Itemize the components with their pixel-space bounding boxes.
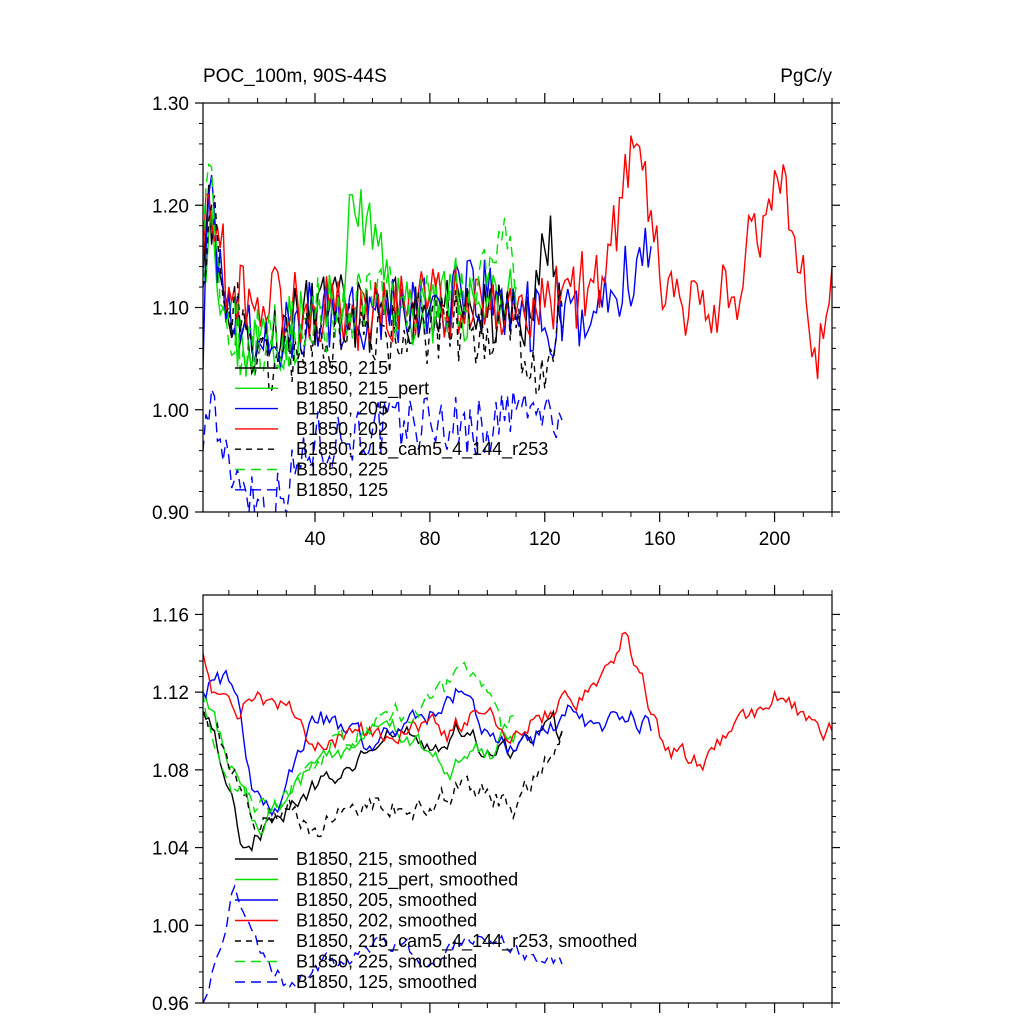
legend-label: B1850, 202, smoothed bbox=[296, 911, 477, 931]
y-tick-label: 1.30 bbox=[152, 94, 189, 115]
series-line-3 bbox=[203, 135, 832, 380]
top-panel: 0.90 1.00 1.10 1.20 1.30 40 80 120 160 200 POC_100… bbox=[152, 66, 840, 550]
legend-label: B1850, 215_cam5_4_144_r253, smoothed bbox=[296, 931, 637, 952]
legend-label: B1850, 202 bbox=[296, 419, 388, 439]
legend-label: B1850, 205, smoothed bbox=[296, 890, 477, 910]
legend-label: B1850, 215, smoothed bbox=[296, 849, 477, 869]
series-lines bbox=[203, 631, 832, 1003]
y-tick-label: 1.00 bbox=[152, 401, 189, 422]
series-line-2 bbox=[203, 669, 652, 818]
legend-label: B1850, 225 bbox=[296, 460, 388, 480]
legend-label: B1850, 125 bbox=[296, 480, 388, 500]
x-tick-label: 80 bbox=[419, 529, 440, 550]
plot-frame bbox=[202, 594, 833, 1004]
legend-label: B1850, 205 bbox=[296, 399, 388, 419]
legend-label: B1850, 215_cam5_4_144_r253 bbox=[296, 439, 548, 460]
y-tick-label: 1.00 bbox=[152, 916, 189, 937]
legend-label: B1850, 125, smoothed bbox=[296, 972, 477, 992]
x-tick-label: 120 bbox=[529, 529, 561, 550]
y-tick-label: 1.04 bbox=[152, 839, 189, 860]
y-tick-label: 1.20 bbox=[152, 196, 189, 217]
y-tick-label: 1.16 bbox=[152, 605, 189, 626]
bottom-panel: 0.96 1.00 1.04 1.08 1.12 1.16 B1850, 215, smoo… bbox=[152, 585, 840, 1015]
series-line-1 bbox=[203, 189, 517, 373]
units-label: PgC/y bbox=[780, 66, 832, 87]
x-tick-label: 40 bbox=[304, 529, 325, 550]
legend-label: B1850, 215_pert, smoothed bbox=[296, 870, 518, 891]
series-line-1 bbox=[203, 691, 517, 836]
series-line-6 bbox=[203, 884, 563, 1003]
x-tick-label: 200 bbox=[759, 529, 791, 550]
chart-title: POC_100m, 90S-44S bbox=[203, 66, 387, 87]
series-line-2 bbox=[203, 174, 652, 369]
series-line-5 bbox=[203, 163, 517, 378]
y-tick-label: 1.12 bbox=[152, 683, 189, 704]
series-line-4 bbox=[203, 711, 563, 838]
legend-label: B1850, 215 bbox=[296, 358, 388, 378]
series-lines bbox=[203, 135, 832, 512]
x-tick-label: 160 bbox=[644, 529, 676, 550]
series-line-0 bbox=[203, 709, 563, 853]
series-line-5 bbox=[203, 661, 517, 814]
legend-label: B1850, 225, smoothed bbox=[296, 952, 477, 972]
y-tick-label: 0.90 bbox=[152, 503, 189, 524]
series-line-3 bbox=[203, 631, 832, 772]
series-line-4 bbox=[203, 195, 563, 397]
series-line-6 bbox=[203, 389, 563, 512]
y-tick-label: 1.10 bbox=[152, 299, 189, 320]
legend-label: B1850, 215_pert bbox=[296, 378, 429, 399]
y-tick-label: 0.96 bbox=[152, 994, 189, 1015]
y-tick-label: 1.08 bbox=[152, 761, 189, 782]
